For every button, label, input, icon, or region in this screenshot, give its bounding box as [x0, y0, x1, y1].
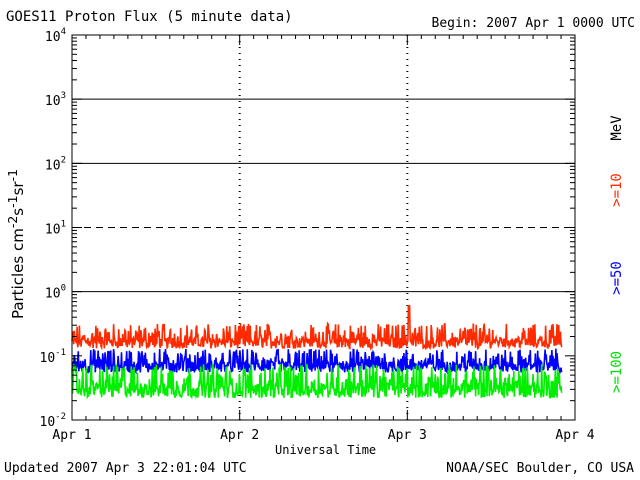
- credit-label: NOAA/SEC Boulder, CO USA: [446, 461, 634, 476]
- x-tick-label: Apr 2: [220, 428, 259, 443]
- legend-ge50-label: >=50: [609, 261, 625, 295]
- series-line: [71, 363, 563, 400]
- y-tick-label: 101: [45, 220, 66, 238]
- series-line: [71, 305, 563, 351]
- x-tick-label: Apr 4: [555, 428, 594, 443]
- y-tick-label: 10-1: [40, 348, 67, 366]
- x-tick-label: Apr 1: [52, 428, 91, 443]
- energy-unit-label: MeV: [609, 115, 625, 141]
- chart-title: GOES11 Proton Flux (5 minute data): [6, 9, 293, 25]
- x-tick-label: Apr 3: [388, 428, 427, 443]
- x-axis-label: Universal Time: [275, 443, 377, 457]
- y-tick-label: 102: [45, 155, 66, 173]
- legend-ge10-label: >=10: [609, 173, 625, 207]
- y-tick-label: 103: [45, 91, 66, 109]
- y-tick-label: 104: [45, 27, 66, 45]
- legend-ge100-label: >=100: [609, 350, 625, 394]
- y-tick-label: 100: [45, 284, 66, 302]
- begin-time-label: Begin: 2007 Apr 1 0000 UTC: [431, 16, 636, 31]
- updated-timestamp: Updated 2007 Apr 3 22:01:04 UTC: [4, 461, 247, 476]
- y-axis-label: Particles cm-2s-1sr-1: [5, 168, 27, 320]
